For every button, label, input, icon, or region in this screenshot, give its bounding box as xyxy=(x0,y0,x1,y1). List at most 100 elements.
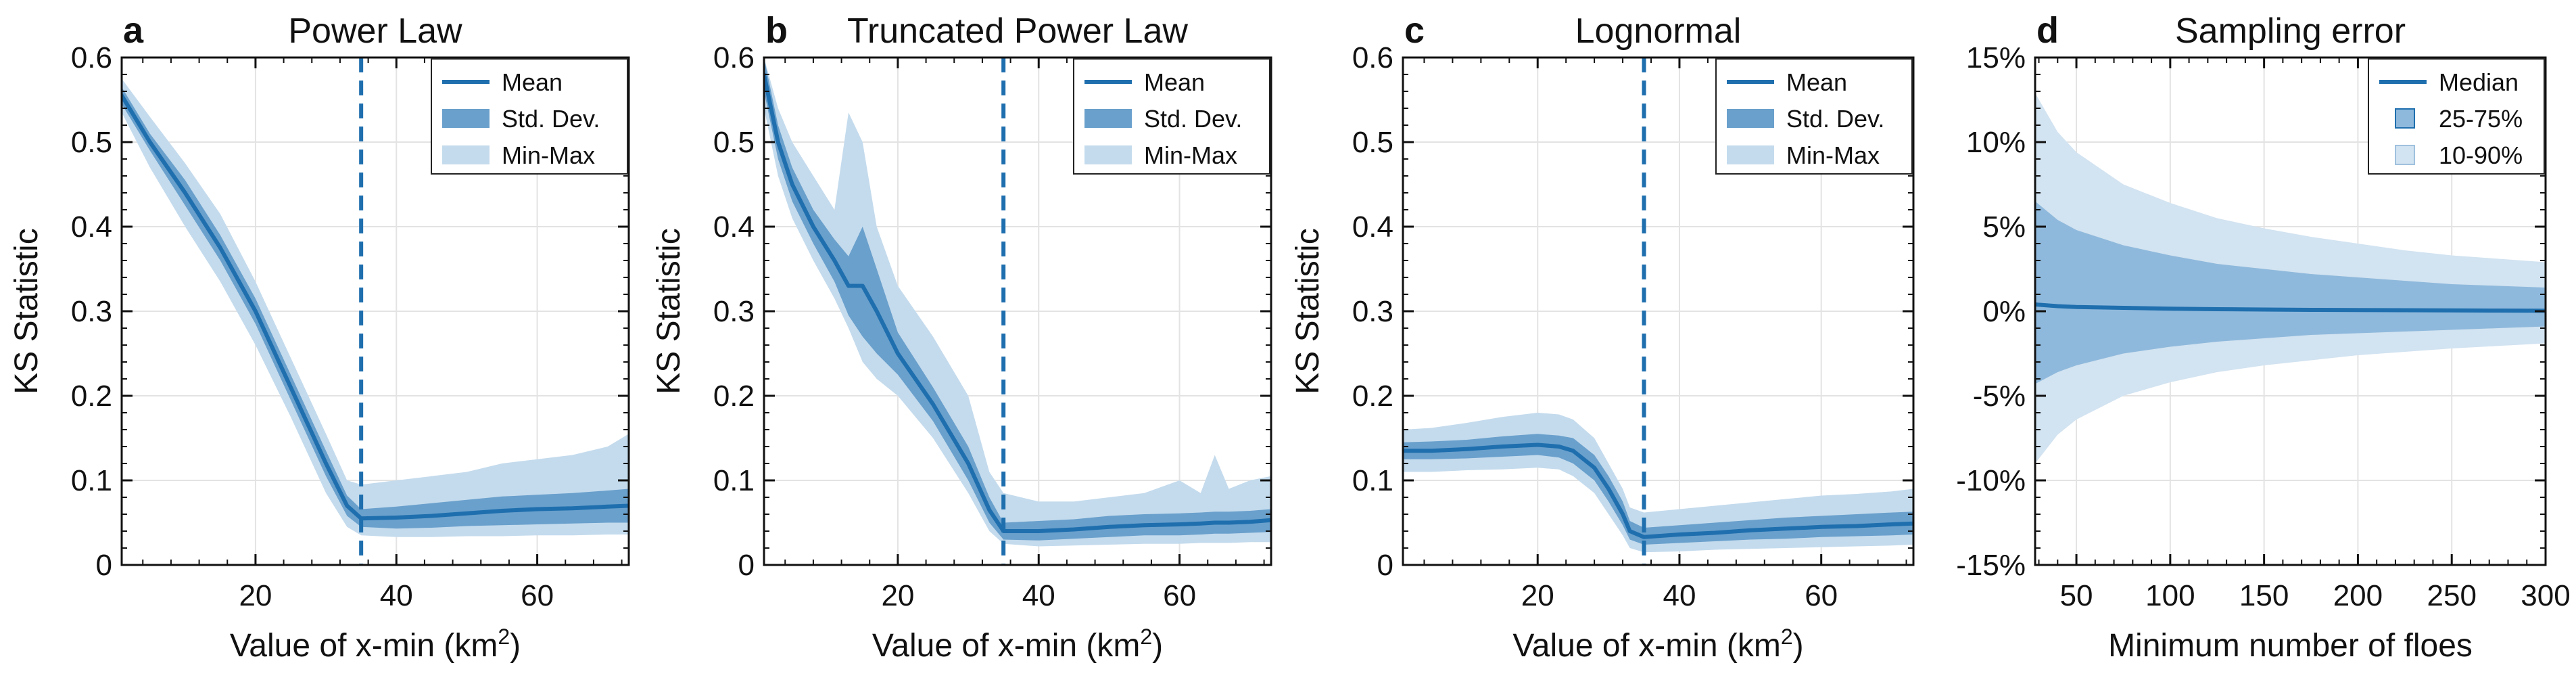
x-axis-label-text: Value of x-min (km xyxy=(872,628,1141,664)
x-tick-label: 20 xyxy=(881,579,914,612)
y-tick-label: 0 xyxy=(1377,549,1393,582)
legend-swatch-minmax xyxy=(1727,145,1774,164)
x-axis-label-text: Value of x-min (km xyxy=(230,628,498,664)
legend: Median 25-75% 10-90% xyxy=(2368,58,2545,175)
median-line xyxy=(2035,302,2546,313)
y-tick-label: 0.2 xyxy=(71,380,112,413)
legend-label: Median xyxy=(2439,68,2519,96)
y-tick-label: 0 xyxy=(738,549,755,582)
x-axis-label-text: Minimum number of floes xyxy=(2108,628,2473,664)
y-tick-label: 0.1 xyxy=(713,464,755,497)
legend-swatch-minmax xyxy=(1084,145,1132,164)
panel-letter: d xyxy=(2036,10,2059,51)
legend-label: Std. Dev. xyxy=(502,105,600,133)
y-tick-label: 0.3 xyxy=(713,295,755,328)
x-tick-label: 40 xyxy=(1663,579,1696,612)
y-tick-label: 0% xyxy=(1982,295,2026,328)
x-axis-label: Value of x-min (km2) xyxy=(230,624,521,664)
y-tick-label: 15% xyxy=(1966,41,2026,74)
y-tick-label: 0.4 xyxy=(71,210,112,244)
x-axis-label: Minimum number of floes xyxy=(2108,628,2473,664)
plot-area xyxy=(764,58,1271,565)
legend-label: Std. Dev. xyxy=(1786,105,1884,133)
x-axis-label: Value of x-min (km2) xyxy=(1512,624,1803,664)
x-tick-label: 40 xyxy=(1022,579,1055,612)
y-tick-label: 0.6 xyxy=(1352,41,1393,74)
legend-swatch-std xyxy=(442,109,490,128)
mean-line xyxy=(764,72,1271,533)
x-tick-label: 20 xyxy=(1521,579,1554,612)
x-axis-label-end: ) xyxy=(510,628,521,664)
x-tick-label: 20 xyxy=(239,579,272,612)
x-tick-label: 100 xyxy=(2145,579,2195,612)
x-axis-label: Value of x-min (km2) xyxy=(872,624,1163,664)
legend-label: Std. Dev. xyxy=(1144,105,1242,133)
y-tick-label: 0.4 xyxy=(1352,210,1393,244)
y-tick-label: 10% xyxy=(1966,126,2026,159)
panel-letter: a xyxy=(123,10,144,51)
x-tick-label: 40 xyxy=(380,579,413,612)
legend-label: 10-90% xyxy=(2439,141,2523,169)
legend-label: Mean xyxy=(1144,68,1205,96)
legend-swatch-25-75 xyxy=(2395,108,2415,129)
x-tick-label: 60 xyxy=(1805,579,1838,612)
x-axis-label-text: Value of x-min (km xyxy=(1512,628,1781,664)
std-dev-band xyxy=(764,58,1271,541)
y-axis-label: KS Statistic xyxy=(9,228,45,394)
x-tick-label: 300 xyxy=(2521,579,2570,612)
y-tick-label: 0.5 xyxy=(713,126,755,159)
y-tick-label: 0.6 xyxy=(713,41,755,74)
x-tick-label: 60 xyxy=(521,579,554,612)
chart-title: Lognormal xyxy=(1575,12,1742,51)
y-tick-label: 0.2 xyxy=(713,380,755,413)
legend-label: Min-Max xyxy=(1144,141,1237,169)
plot-area xyxy=(122,58,629,565)
y-tick-label: 0.1 xyxy=(71,464,112,497)
x-tick-label: 150 xyxy=(2239,579,2289,612)
chart-title: Sampling error xyxy=(2175,12,2406,51)
y-tick-label: -5% xyxy=(1973,380,2026,413)
ticks: 20 40 60 0 0.1 0.2 0.3 0.4 0.5 0.6 xyxy=(71,41,629,612)
x-axis-label-end: ) xyxy=(1152,628,1163,664)
ticks: 50 100 150 200 250 300 -15% -10% -5% 0% 5% 10% 15% xyxy=(1956,41,2570,612)
band-25-75 xyxy=(2035,201,2546,384)
panel-c: 20 40 60 0 0.1 0.2 0.3 0.4 0.5 0.6 c Lognormal Value… xyxy=(1290,10,1915,664)
y-axis-label: KS Statistic xyxy=(1290,228,1326,394)
panel-d: 50 100 150 200 250 300 -15% -10% -5% 0% 5% 10% 15% d S… xyxy=(1956,10,2570,664)
y-tick-label: 0 xyxy=(96,549,112,582)
panel-letter: b xyxy=(765,10,788,51)
x-tick-label: 60 xyxy=(1163,579,1196,612)
legend: Mean Std. Dev. Min-Max xyxy=(431,58,628,175)
x-axis-label-sup: 2 xyxy=(498,624,510,649)
legend: Mean Std. Dev. Min-Max xyxy=(1715,58,1913,175)
plot-area xyxy=(1403,58,1913,565)
y-tick-label: 0.3 xyxy=(71,295,112,328)
y-tick-label: 0.5 xyxy=(1352,126,1393,159)
y-tick-label: 0.4 xyxy=(713,210,755,244)
y-tick-label: 0.1 xyxy=(1352,464,1393,497)
y-tick-label: -15% xyxy=(1956,549,2026,582)
y-tick-label: 5% xyxy=(1982,210,2026,244)
legend-swatch-minmax xyxy=(442,145,490,164)
panel-b: 20 40 60 0 0.1 0.2 0.3 0.4 0.5 0.6 b Truncated Powe… xyxy=(651,10,1272,664)
x-axis-label-sup: 2 xyxy=(1781,624,1793,649)
y-tick-label: -10% xyxy=(1956,464,2026,497)
y-tick-label: 0.5 xyxy=(71,126,112,159)
panel-letter: c xyxy=(1404,10,1425,51)
legend: Mean Std. Dev. Min-Max xyxy=(1073,58,1270,175)
x-axis-label-sup: 2 xyxy=(1140,624,1152,649)
legend-label: 25-75% xyxy=(2439,105,2523,133)
y-axis-label: KS Statistic xyxy=(651,228,687,394)
y-tick-label: 0.6 xyxy=(71,41,112,74)
plot-area xyxy=(2035,93,2546,463)
std-dev-band xyxy=(1403,434,1913,545)
legend-swatch-std xyxy=(1084,109,1132,128)
legend-label: Mean xyxy=(1786,68,1847,96)
x-tick-label: 200 xyxy=(2333,579,2383,612)
x-tick-label: 50 xyxy=(2060,579,2093,612)
y-tick-label: 0.2 xyxy=(1352,380,1393,413)
legend-swatch-std xyxy=(1727,109,1774,128)
legend-label: Min-Max xyxy=(1786,141,1880,169)
x-axis-label-end: ) xyxy=(1793,628,1804,664)
panel-a: 20 40 60 0 0.1 0.2 0.3 0.4 0.5 0.6 a Power Law Value… xyxy=(9,10,630,664)
